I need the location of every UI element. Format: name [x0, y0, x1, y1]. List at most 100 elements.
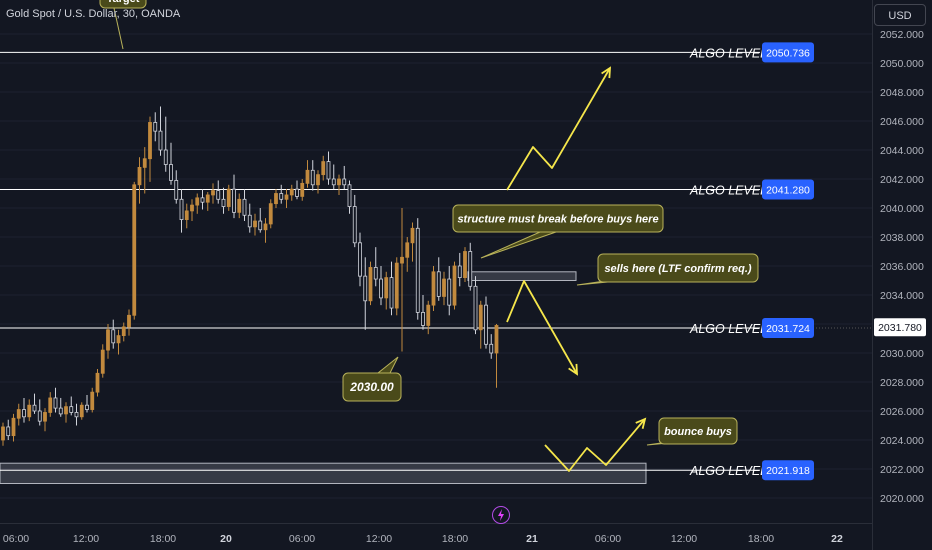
y-tick-label: 2052.000 [880, 29, 924, 41]
callout-sells-text: sells here (LTF confirm req.) [604, 263, 751, 275]
x-tick-label: 20 [220, 533, 232, 545]
candle-body [48, 397, 53, 413]
y-tick-label: 2020.000 [880, 493, 924, 505]
y-tick-label: 2044.000 [880, 145, 924, 157]
candle-body [410, 227, 415, 244]
y-tick-label: 2050.000 [880, 58, 924, 70]
x-tick-label: 18:00 [150, 533, 176, 545]
callout-bounce [658, 417, 738, 445]
candle-body [95, 372, 100, 393]
candle-body [457, 265, 462, 278]
x-tick-label: 22 [831, 533, 843, 545]
candle-body [169, 164, 173, 181]
level-value-badge [762, 42, 814, 63]
x-tick-label: 12:00 [73, 533, 99, 545]
y-tick-label: 2030.000 [880, 348, 924, 360]
candle-body [421, 311, 425, 326]
currency-button[interactable]: USD [874, 4, 926, 26]
candle-body [400, 256, 404, 264]
candle-body [431, 271, 436, 306]
candle-body [426, 304, 431, 326]
down-arrow [506, 280, 578, 375]
candle-body [195, 197, 200, 206]
y-tick-label: 2042.000 [880, 174, 924, 186]
candle-body [295, 188, 299, 197]
candle-body [331, 178, 336, 186]
callout-sells [597, 253, 759, 283]
candle-body [43, 412, 47, 422]
level-value-text: 2050.736 [766, 47, 810, 59]
x-tick-label: 12:00 [671, 533, 697, 545]
candle-body [64, 406, 68, 415]
candle-body [106, 329, 110, 351]
candle-body [379, 278, 383, 299]
demand-zone [0, 462, 647, 485]
candle-body [242, 198, 247, 216]
candle-body [11, 417, 16, 437]
up-arrow-top [506, 67, 611, 191]
current-price-badge [874, 318, 926, 337]
candle-body [263, 223, 268, 231]
candle-body [473, 285, 478, 331]
candle-body [121, 326, 126, 336]
candle-body [247, 214, 252, 228]
candle-body [200, 197, 205, 203]
level-value-badge [762, 460, 814, 481]
candle-body [384, 277, 389, 299]
candle-body [137, 166, 142, 186]
candle-body [211, 190, 215, 196]
candle-body [373, 267, 378, 280]
bounce-arrow-head [635, 417, 647, 429]
x-tick-label: 21 [526, 533, 538, 545]
candle-body [442, 278, 446, 297]
candle-body [27, 404, 32, 418]
candle-body [394, 262, 399, 309]
candle-body [226, 188, 231, 207]
x-tick-label: 18:00 [442, 533, 468, 545]
candle-body [237, 198, 242, 213]
candle-body [436, 271, 441, 297]
candle-body [316, 174, 320, 186]
candle-body [16, 409, 21, 419]
candle-body [116, 335, 121, 344]
candle-body [127, 314, 131, 328]
candle-body [494, 325, 499, 354]
callout-bounce-text: bounce buys [664, 426, 732, 438]
candle-body [405, 242, 410, 258]
lightning-icon[interactable] [492, 506, 510, 524]
candle-body [79, 404, 84, 418]
y-tick-label: 2036.000 [880, 261, 924, 273]
candle-body [279, 193, 284, 200]
candle-body [85, 404, 89, 410]
x-tick-label: 12:00 [366, 533, 392, 545]
candle-body [153, 122, 158, 132]
candle-body [347, 184, 352, 207]
candle-body [284, 194, 289, 200]
up-arrow-head [601, 66, 612, 79]
algo-level-label: ALGO LEVEL [689, 183, 767, 197]
candle-body [289, 188, 294, 196]
candle-body [100, 349, 105, 374]
candle-body [478, 304, 483, 331]
candle-body [158, 130, 163, 151]
candle-body [216, 190, 221, 200]
candle-body [111, 329, 116, 344]
candle-body [179, 198, 184, 221]
candle-body [6, 426, 11, 437]
bounce-arrow [544, 418, 646, 472]
candle-body [221, 198, 226, 207]
down-arrow-head [568, 363, 578, 376]
candle-body [363, 275, 368, 302]
candle-body [389, 277, 394, 309]
candle-body [468, 251, 473, 287]
candle-body [415, 227, 420, 313]
candle-body [232, 188, 236, 213]
level-value-text: 2041.280 [766, 184, 810, 196]
candle-body [463, 251, 467, 279]
algo-level-label: ALGO LEVEL [689, 46, 767, 60]
x-tick-label: 18:00 [748, 533, 774, 545]
y-tick-label: 2028.000 [880, 377, 924, 389]
callout-structure-text: structure must break before buys here [457, 214, 658, 226]
candle-body [148, 122, 152, 160]
